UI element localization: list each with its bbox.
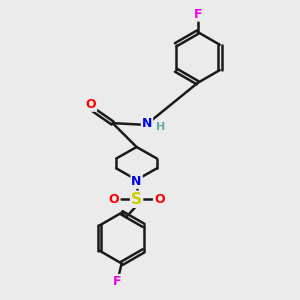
Text: O: O xyxy=(154,193,165,206)
Text: H: H xyxy=(156,122,165,132)
Text: F: F xyxy=(113,275,122,288)
Text: N: N xyxy=(142,117,152,130)
Text: O: O xyxy=(109,193,119,206)
Text: O: O xyxy=(85,98,96,111)
Text: F: F xyxy=(194,8,202,21)
Text: S: S xyxy=(131,192,142,207)
Text: N: N xyxy=(131,175,142,188)
